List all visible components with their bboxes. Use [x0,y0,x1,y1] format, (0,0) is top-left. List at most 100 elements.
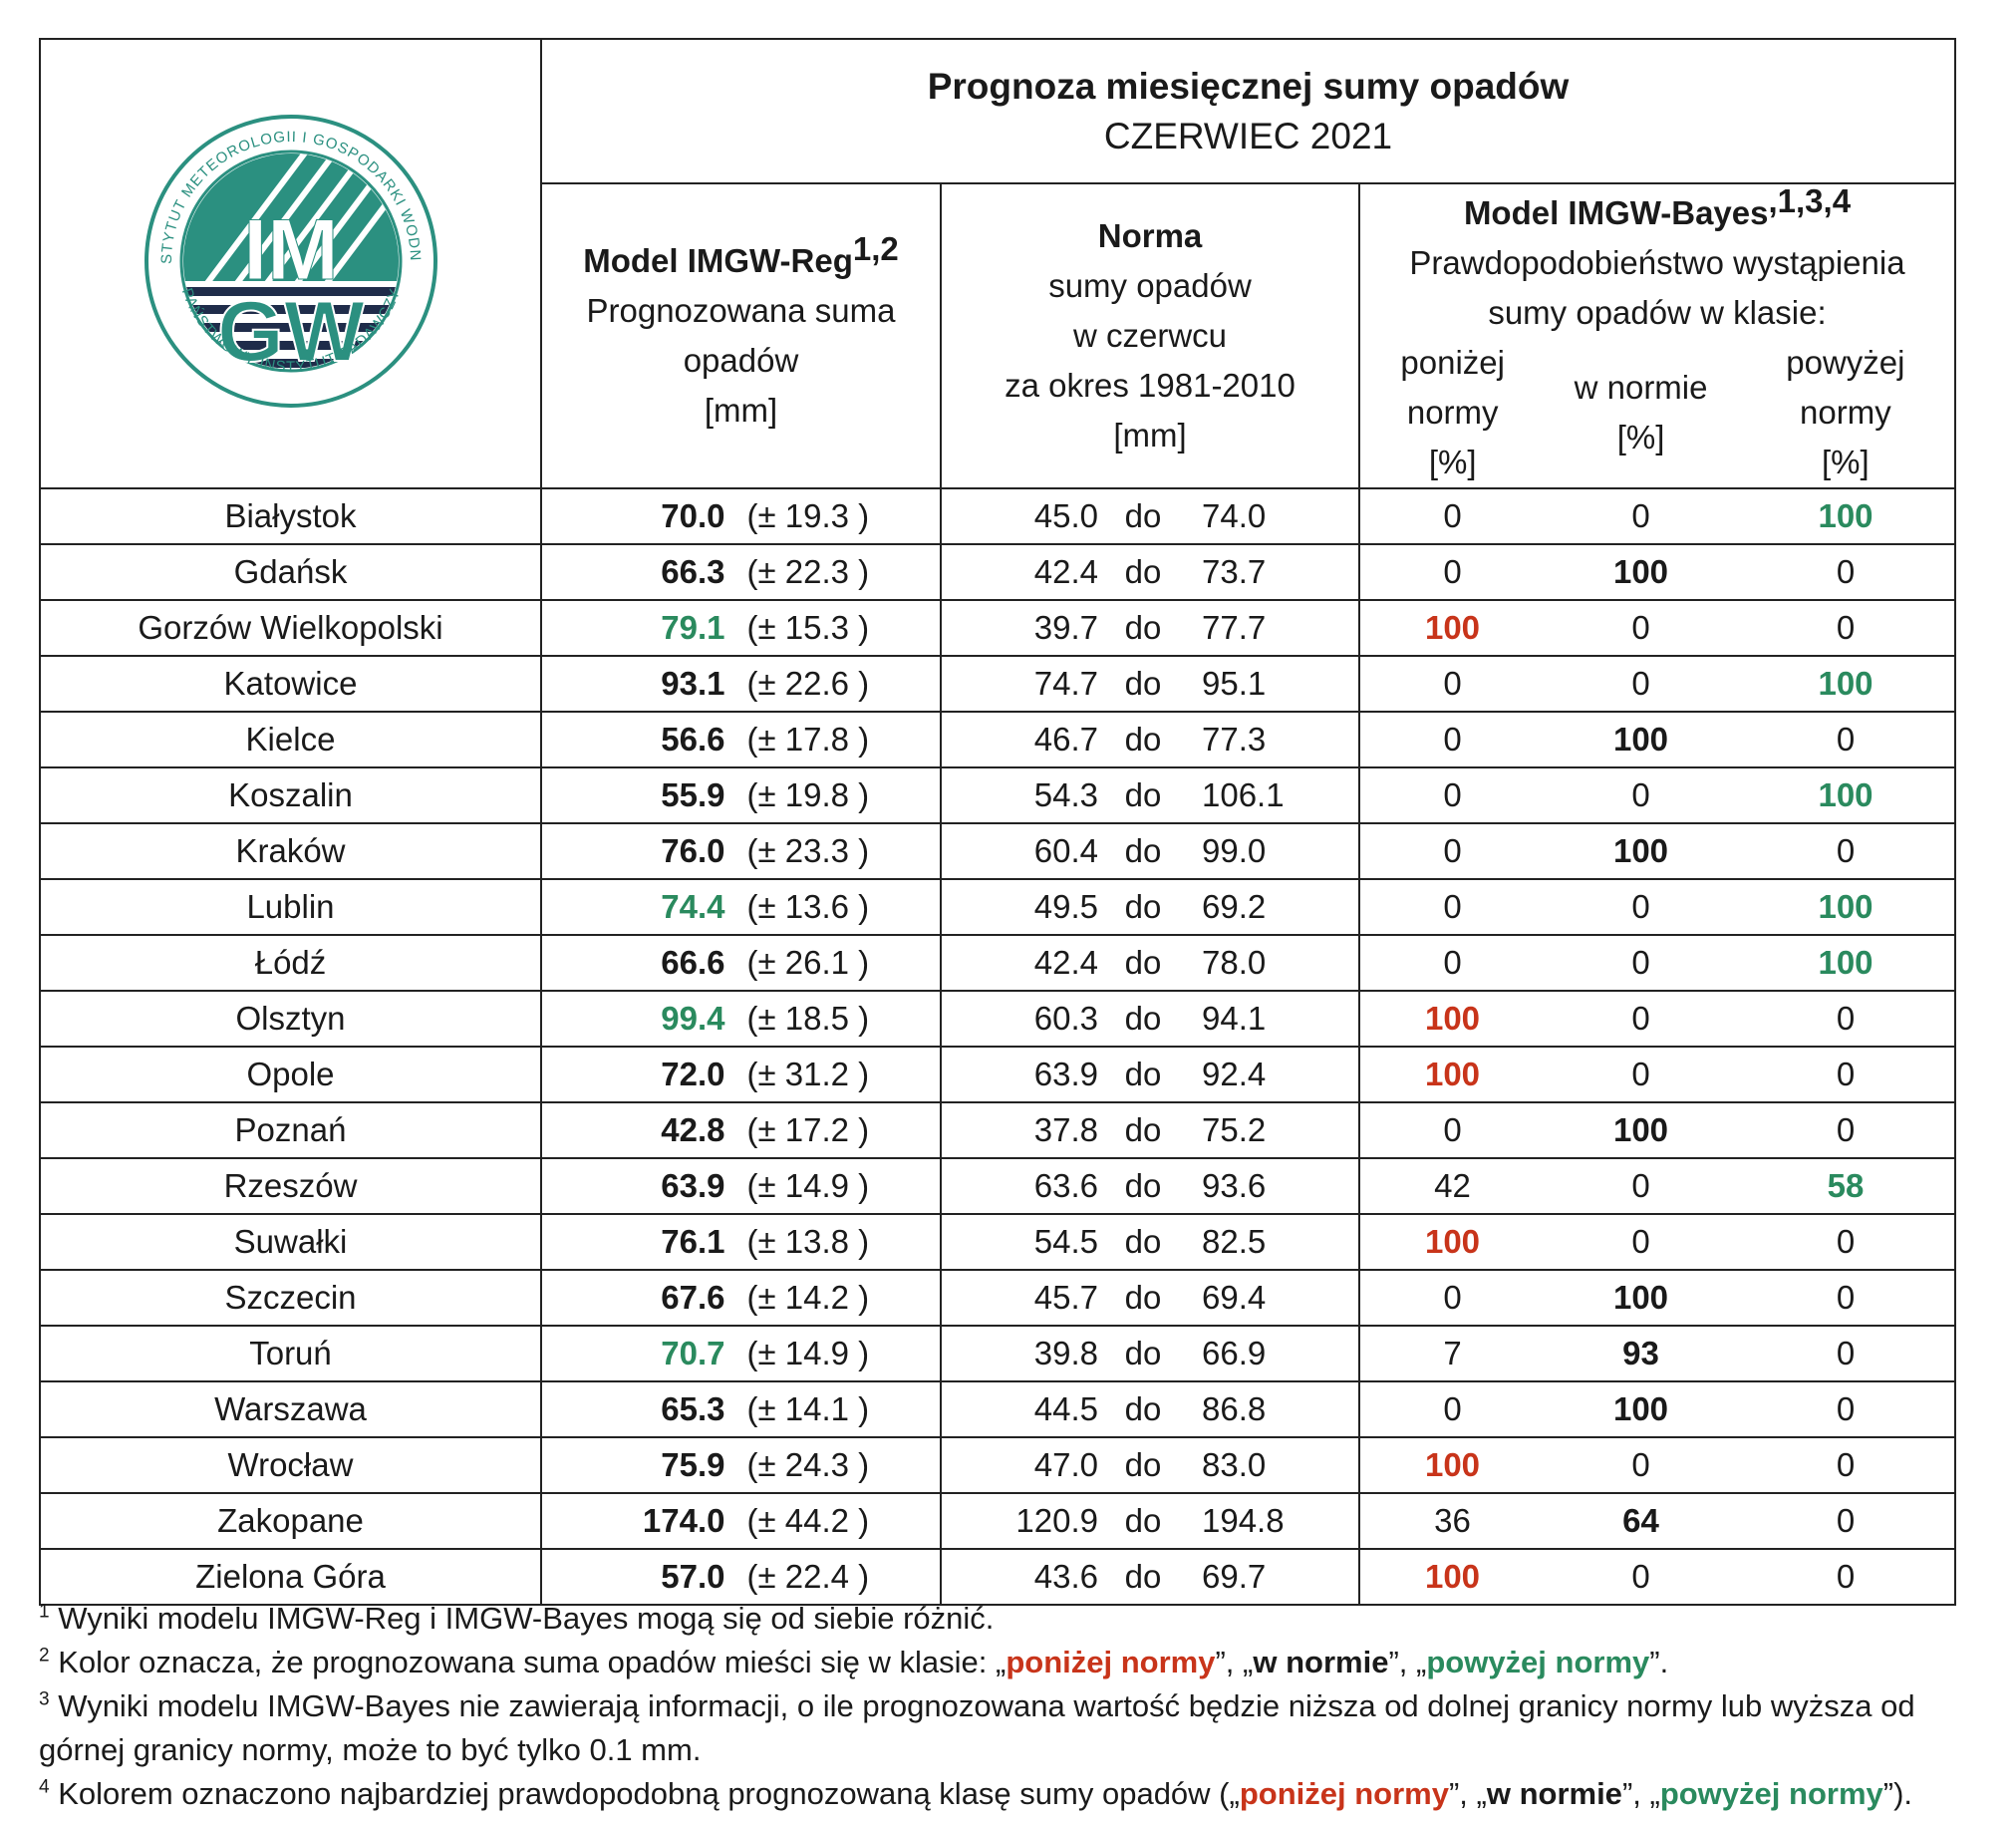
prob-below: 42 [1358,1157,1545,1215]
prob-above: 0 [1737,1492,1956,1550]
norm-low: 74.7 [1033,665,1098,702]
prob-below: 0 [1358,1269,1545,1327]
prob-within: 0 [1545,1046,1737,1103]
prob-below: 100 [1358,1548,1545,1606]
pred-value: 63.9 [661,1167,725,1204]
prob-below: 100 [1358,1046,1545,1103]
city-name: Suwałki [39,1213,542,1271]
prob-within: 0 [1545,990,1737,1048]
city-name: Kielce [39,711,542,768]
pred-uncertainty: (± 44.2 ) [746,1502,870,1539]
pred-value: 74.4 [661,888,725,925]
above-header-unit: [%] [1822,444,1870,480]
prob-above: 0 [1737,1325,1956,1382]
norm-do: do [1124,721,1162,758]
pred-uncertainty: (± 26.1 ) [746,944,870,981]
city-name: Rzeszów [39,1157,542,1215]
norm-cell: 45.7 do 69.4 [940,1269,1360,1327]
city-name: Zielona Góra [39,1548,542,1606]
norm-cell: 60.3 do 94.1 [940,990,1360,1048]
pred-value: 99.4 [661,1000,725,1037]
norm-high: 77.3 [1202,721,1267,758]
table-row: Warszawa 65.3 (± 14.1 ) 44.5 do 86.8 0 100 0 [39,1380,1956,1438]
table-row: Gdańsk 66.3 (± 22.3 ) 42.4 do 73.7 0 100 0 [39,543,1956,601]
norm-cell: 43.6 do 69.7 [940,1548,1360,1606]
pred-uncertainty: (± 24.3 ) [746,1446,870,1483]
norm-high: 78.0 [1202,944,1267,981]
norm-do: do [1124,1446,1162,1483]
norm-do: do [1124,1167,1162,1204]
pred-value: 76.0 [661,832,725,869]
reg-cell: 99.4 (± 18.5 ) [540,990,942,1048]
bayes-header: Model IMGW-Bayes,1,3,4 Prawdopodobieństw… [1358,182,1956,489]
norm-high: 99.0 [1202,832,1267,869]
reg-cell: 72.0 (± 31.2 ) [540,1046,942,1103]
prob-above: 0 [1737,1380,1956,1438]
prob-within: 0 [1545,1436,1737,1494]
pred-uncertainty: (± 22.3 ) [746,553,870,590]
pred-value: 76.1 [661,1223,725,1260]
reg-cell: 66.6 (± 26.1 ) [540,934,942,992]
norm-do: do [1124,1056,1162,1092]
pred-value: 93.1 [661,665,725,702]
reg-cell: 76.1 (± 13.8 ) [540,1213,942,1271]
prob-within: 100 [1545,822,1737,880]
pred-uncertainty: (± 17.2 ) [746,1111,870,1148]
pred-uncertainty: (± 14.9 ) [746,1167,870,1204]
prob-within: 100 [1545,1101,1737,1159]
norm-high: 83.0 [1202,1446,1267,1483]
pred-uncertainty: (± 18.5 ) [746,1000,870,1037]
norm-cell: 63.9 do 92.4 [940,1046,1360,1103]
city-name: Opole [39,1046,542,1103]
norm-do: do [1124,1502,1162,1539]
norm-low: 54.5 [1033,1223,1098,1260]
prob-above: 0 [1737,1213,1956,1271]
city-name: Wrocław [39,1436,542,1494]
norm-do: do [1124,665,1162,702]
footnote-3: 3 Wyniki modelu IMGW-Bayes nie zawierają… [39,1688,1915,1767]
reg-cell: 56.6 (± 17.8 ) [540,711,942,768]
city-name: Gdańsk [39,543,542,601]
norm-low: 63.9 [1033,1056,1098,1092]
reg-cell: 57.0 (± 22.4 ) [540,1548,942,1606]
pred-uncertainty: (± 22.4 ) [746,1558,870,1595]
norm-high: 69.2 [1202,888,1267,925]
reg-cell: 174.0 (± 44.2 ) [540,1492,942,1550]
prob-within: 0 [1545,1213,1737,1271]
norm-high: 95.1 [1202,665,1267,702]
prob-below: 100 [1358,1213,1545,1271]
norm-line1: sumy opadów [1048,267,1252,304]
pred-value: 56.6 [661,721,725,758]
norm-high: 86.8 [1202,1390,1267,1427]
norm-do: do [1124,1335,1162,1371]
bayes-line2: sumy opadów w klasie: [1488,294,1827,331]
norm-cell: 39.7 do 77.7 [940,599,1360,657]
pred-value: 70.0 [661,497,725,534]
norm-high: 74.0 [1202,497,1267,534]
pred-value: 65.3 [661,1390,725,1427]
prob-within: 100 [1545,711,1737,768]
pred-value: 174.0 [642,1502,725,1539]
pred-uncertainty: (± 22.6 ) [746,665,870,702]
reg-cell: 70.0 (± 19.3 ) [540,487,942,545]
bayes-title: Model IMGW-Bayes [1463,194,1769,231]
table-row: Szczecin 67.6 (± 14.2 ) 45.7 do 69.4 0 100 0 [39,1269,1956,1327]
norm-unit: [mm] [1113,417,1187,454]
norm-line2: w czerwcu [1072,317,1228,354]
reg-cell: 74.4 (± 13.6 ) [540,878,942,936]
reg-cell: 66.3 (± 22.3 ) [540,543,942,601]
prob-above: 0 [1737,990,1956,1048]
prob-above: 58 [1737,1157,1956,1215]
norm-low: 37.8 [1033,1111,1098,1148]
reg-cell: 93.1 (± 22.6 ) [540,655,942,713]
norm-cell: 47.0 do 83.0 [940,1436,1360,1494]
table-row: Kraków 76.0 (± 23.3 ) 60.4 do 99.0 0 100 0 [39,822,1956,880]
prob-above: 100 [1737,487,1956,545]
city-name: Warszawa [39,1380,542,1438]
prob-below: 0 [1358,711,1545,768]
reg-cell: 65.3 (± 14.1 ) [540,1380,942,1438]
pred-uncertainty: (± 14.9 ) [746,1335,870,1371]
prob-above: 0 [1737,1548,1956,1606]
reg-cell: 76.0 (± 23.3 ) [540,822,942,880]
norm-cell: 49.5 do 69.2 [940,878,1360,936]
